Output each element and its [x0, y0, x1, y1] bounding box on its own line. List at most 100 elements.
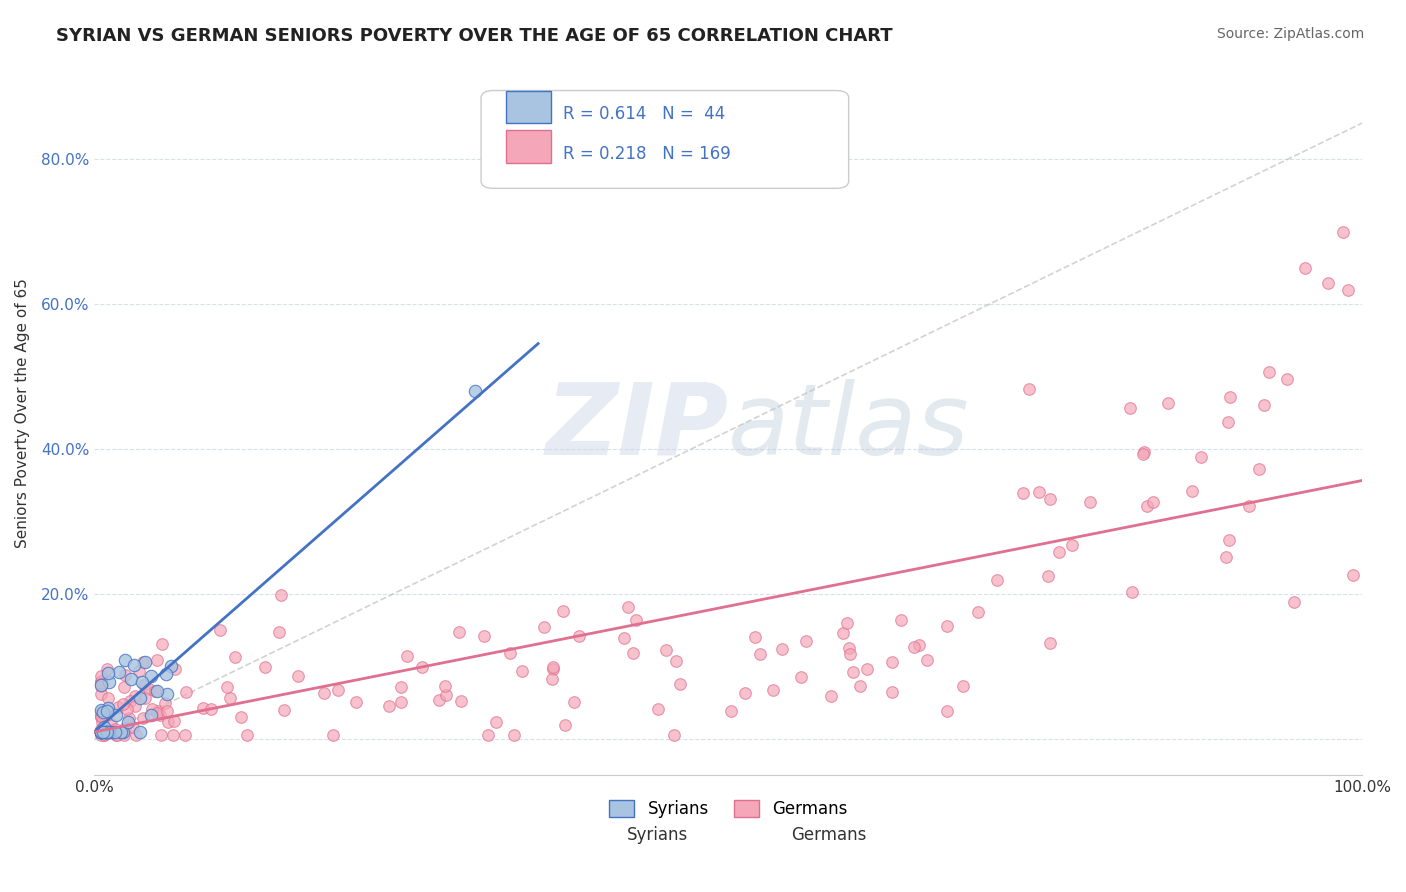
- Text: R = 0.218   N = 169: R = 0.218 N = 169: [564, 145, 731, 163]
- Text: Germans: Germans: [792, 826, 868, 844]
- Point: [90, 709, 112, 723]
- Point: [96, 662, 118, 676]
- Point: [1121, 585, 1143, 599]
- Point: [1078, 495, 1101, 509]
- Point: [90, 677, 112, 691]
- Point: [118, 711, 141, 725]
- Point: [664, 728, 686, 742]
- Point: [90, 724, 112, 739]
- Point: [90, 724, 112, 739]
- Point: [93, 728, 115, 742]
- Point: [141, 702, 163, 716]
- Point: [104, 728, 127, 742]
- Point: [434, 688, 457, 702]
- Point: [880, 655, 903, 669]
- Point: [96, 724, 118, 739]
- Point: [160, 659, 183, 673]
- Point: [231, 710, 253, 724]
- Point: [96, 704, 118, 718]
- Point: [174, 685, 197, 699]
- Point: [890, 613, 912, 627]
- Point: [903, 640, 925, 654]
- Point: [1282, 595, 1305, 609]
- Point: [647, 701, 669, 715]
- Point: [748, 647, 770, 661]
- Point: [90, 728, 112, 742]
- Point: [1157, 396, 1180, 410]
- Point: [219, 691, 242, 706]
- Point: [149, 707, 172, 722]
- Point: [322, 728, 344, 742]
- Point: [986, 574, 1008, 588]
- Text: R = 0.614   N =  44: R = 0.614 N = 44: [564, 105, 725, 123]
- Text: Syrians: Syrians: [627, 826, 688, 844]
- Point: [112, 728, 135, 742]
- Point: [1275, 371, 1298, 385]
- Point: [200, 702, 222, 716]
- Point: [344, 695, 367, 709]
- Point: [273, 703, 295, 717]
- Point: [1028, 485, 1050, 500]
- Point: [117, 715, 139, 730]
- Point: [122, 658, 145, 673]
- Text: atlas: atlas: [728, 379, 970, 476]
- Point: [1036, 569, 1059, 583]
- Point: [378, 698, 401, 713]
- Point: [770, 641, 793, 656]
- Point: [839, 647, 862, 661]
- Point: [90, 703, 112, 717]
- Point: [110, 724, 132, 739]
- Point: [104, 724, 127, 739]
- Point: [112, 680, 135, 694]
- Point: [90, 724, 112, 739]
- Point: [907, 638, 929, 652]
- Point: [427, 693, 450, 707]
- Point: [835, 616, 858, 631]
- Point: [90, 687, 112, 701]
- Point: [124, 698, 146, 713]
- Point: [150, 637, 173, 651]
- Point: [624, 613, 647, 627]
- Point: [105, 728, 128, 742]
- Legend: Syrians, Germans: Syrians, Germans: [602, 793, 853, 825]
- Point: [90, 668, 112, 682]
- Point: [1181, 483, 1204, 498]
- Point: [155, 696, 177, 710]
- Point: [254, 660, 277, 674]
- Point: [1189, 450, 1212, 465]
- Point: [665, 654, 688, 668]
- Point: [114, 668, 136, 682]
- Point: [138, 681, 160, 696]
- Point: [90, 710, 112, 724]
- Point: [131, 711, 153, 725]
- Point: [541, 662, 564, 676]
- Point: [96, 707, 118, 722]
- Point: [128, 665, 150, 679]
- Point: [551, 604, 574, 618]
- Point: [952, 679, 974, 693]
- Point: [174, 728, 197, 742]
- Point: [447, 624, 470, 639]
- Point: [139, 668, 162, 682]
- Point: [533, 620, 555, 634]
- Point: [90, 724, 112, 739]
- Point: [90, 724, 112, 739]
- Point: [97, 701, 120, 715]
- Point: [499, 646, 522, 660]
- Point: [122, 720, 145, 734]
- Point: [97, 724, 120, 739]
- Text: ZIP: ZIP: [546, 379, 728, 476]
- Point: [287, 668, 309, 682]
- Point: [93, 728, 115, 742]
- Point: [105, 708, 128, 723]
- Point: [540, 672, 562, 686]
- Point: [1331, 225, 1354, 239]
- Point: [165, 662, 187, 676]
- Point: [224, 650, 246, 665]
- Point: [93, 720, 115, 734]
- Point: [115, 702, 138, 716]
- Point: [1215, 549, 1237, 564]
- Point: [474, 629, 496, 643]
- Point: [882, 684, 904, 698]
- Point: [236, 728, 259, 742]
